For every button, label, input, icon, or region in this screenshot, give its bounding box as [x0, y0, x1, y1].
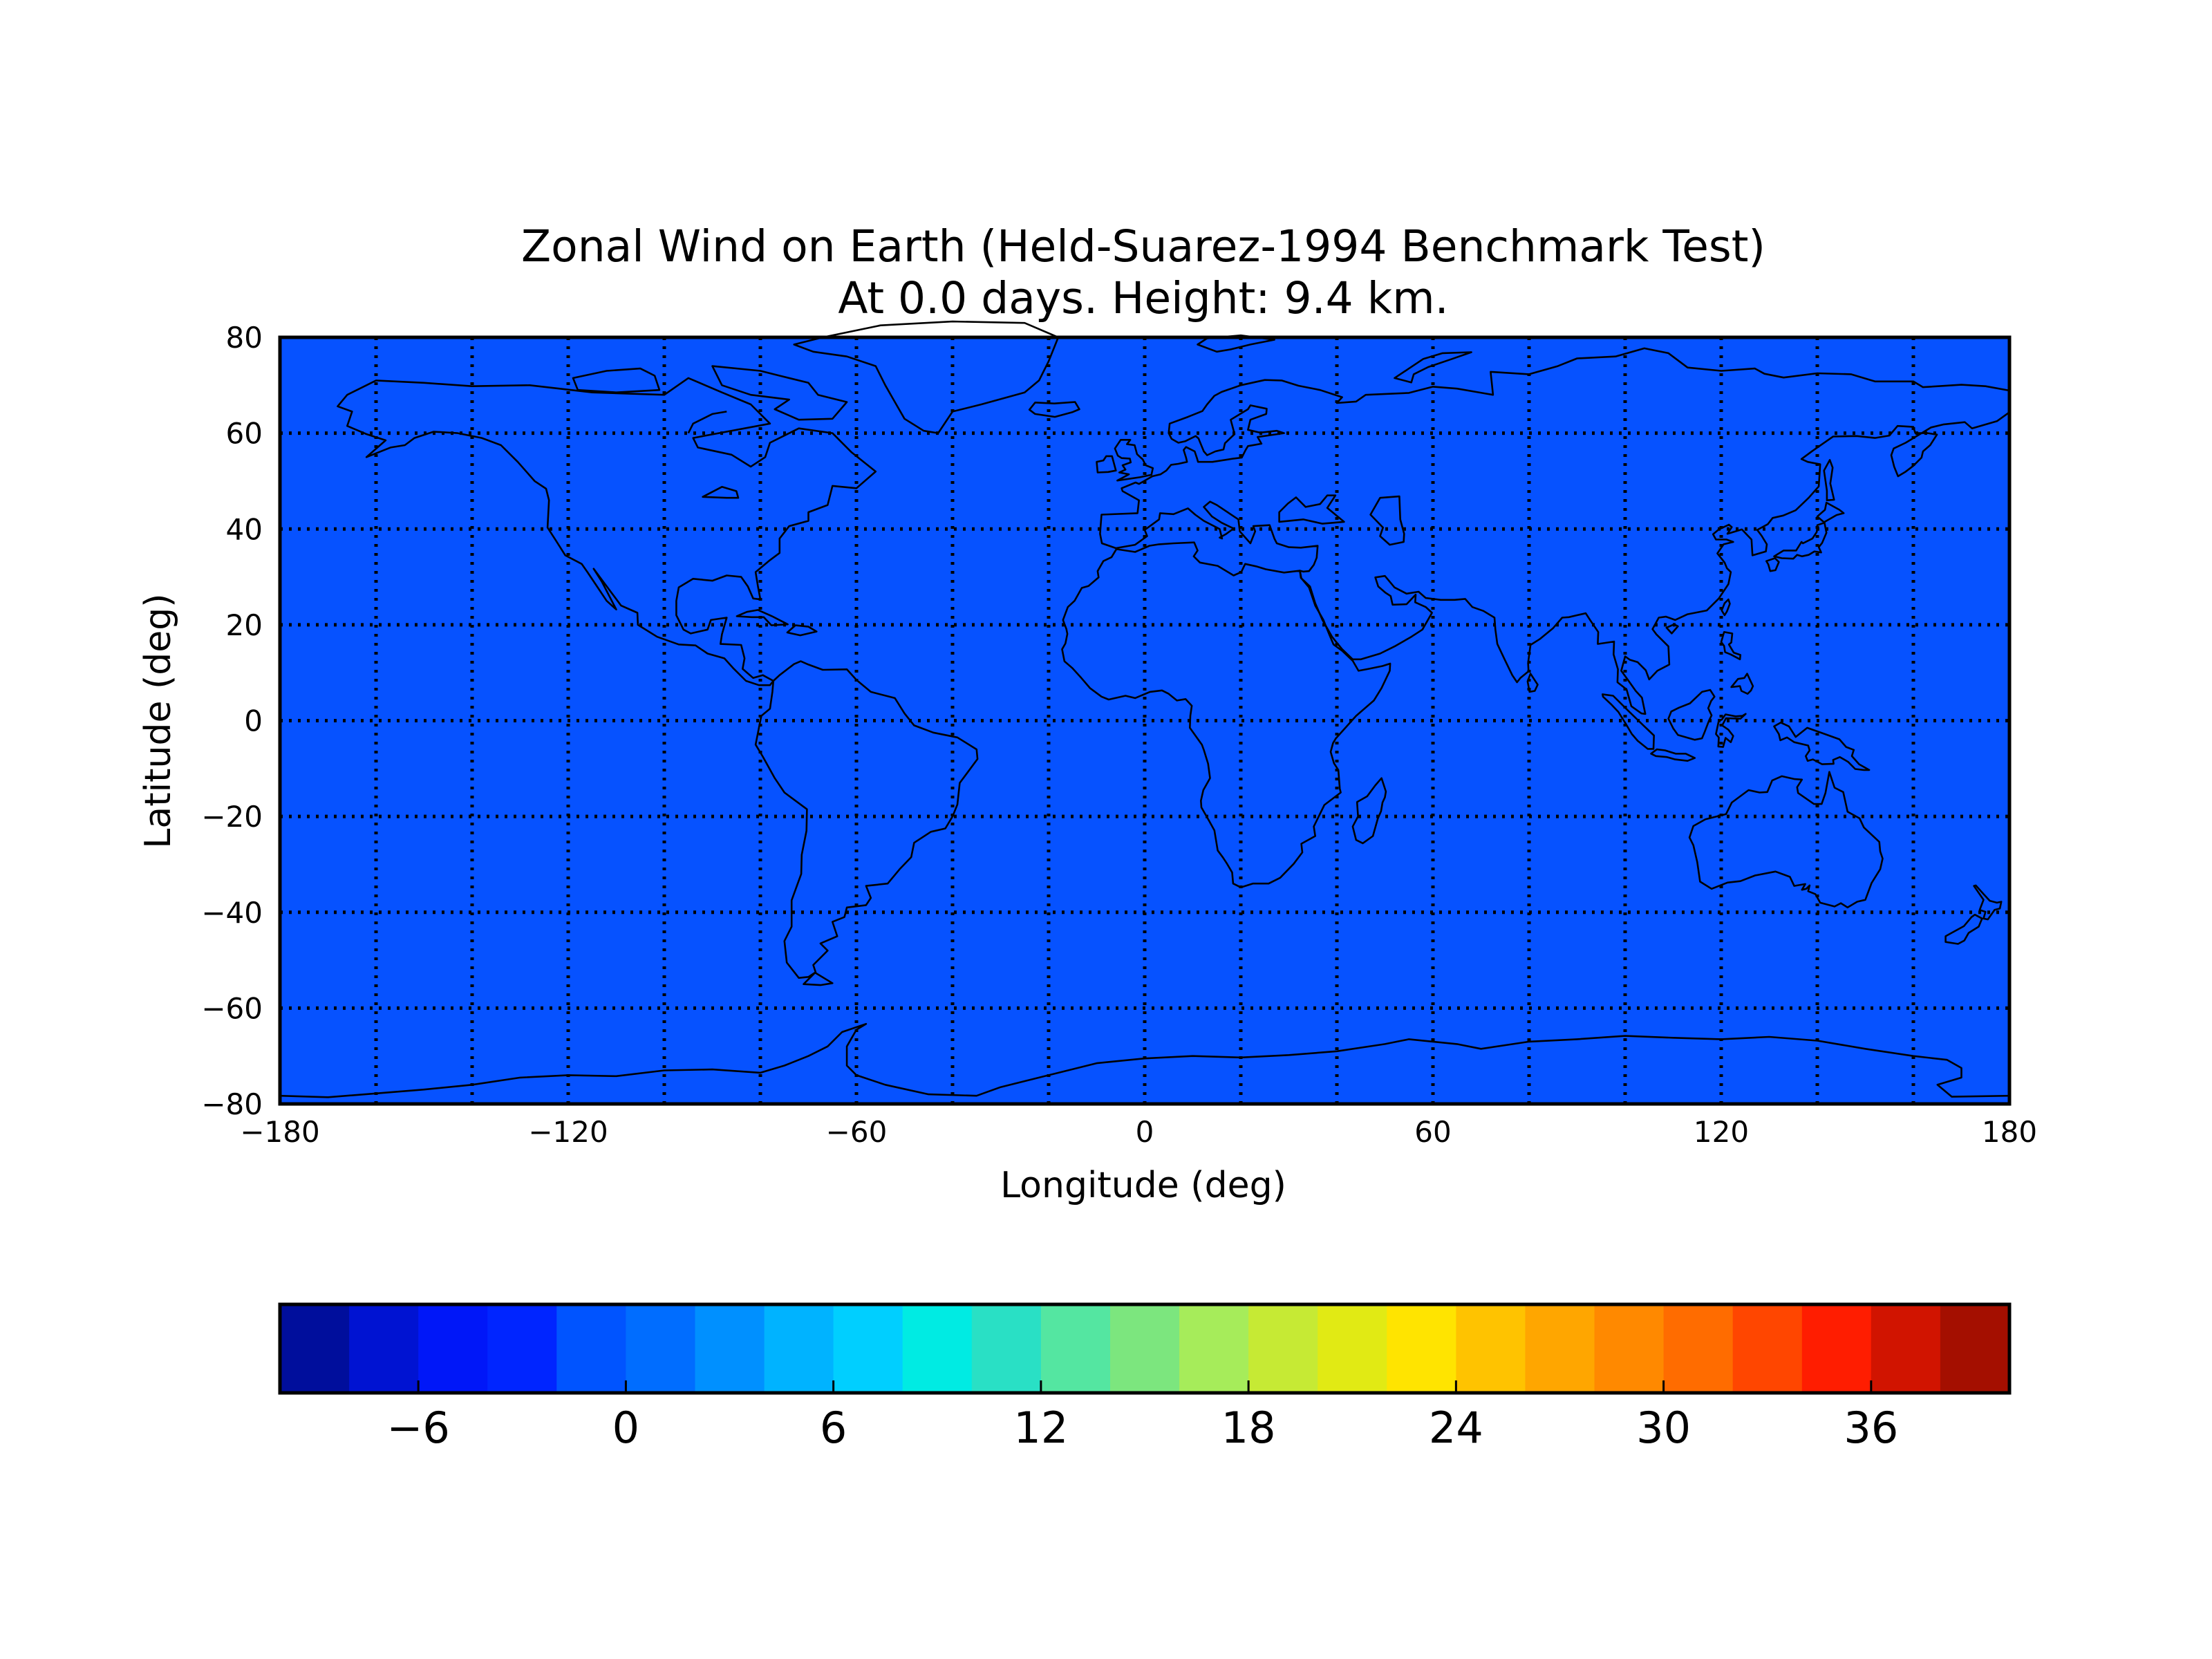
- coast-japan-hokkaido: [1816, 501, 1845, 523]
- y-tick-label: 80: [226, 321, 263, 355]
- colorbar-swatch: [1525, 1304, 1595, 1393]
- coast-sumatra: [1602, 693, 1655, 750]
- map-frame: [278, 335, 2012, 1106]
- colorbar-swatch: [1940, 1304, 2010, 1393]
- coast-java: [1650, 748, 1696, 762]
- x-tick-label: −60: [826, 1115, 888, 1149]
- coast-novaya-zemlya: [1394, 351, 1472, 384]
- x-tick-label: 0: [1136, 1115, 1154, 1149]
- coastlines: [279, 320, 2010, 1098]
- coast-luzon: [1720, 631, 1742, 661]
- coast-ireland: [1096, 455, 1117, 474]
- coast-baffin-island: [711, 365, 848, 421]
- colorbar-tick-label: 12: [1013, 1403, 1068, 1453]
- coast-cuba: [735, 609, 789, 626]
- y-tick-label: −80: [201, 1087, 263, 1121]
- coast-antarctica: [279, 1022, 2010, 1098]
- y-tick-labels: −80 −60 −40 −20 0 20 40 60 80: [201, 321, 263, 1121]
- y-tick-label: 40: [226, 512, 263, 546]
- coast-iceland: [1028, 401, 1080, 418]
- colorbar-swatch: [280, 1304, 350, 1393]
- chart-subtitle: At 0.0 days. Height: 9.4 km.: [838, 273, 1448, 324]
- x-tick-label: 120: [1694, 1115, 1749, 1149]
- colorbar-tick-label: 6: [820, 1403, 847, 1453]
- colorbar-swatch: [764, 1304, 834, 1393]
- coast-lake-superior: [702, 486, 740, 499]
- colorbar-swatch: [487, 1304, 557, 1393]
- coast-caspian-sea: [1369, 495, 1405, 546]
- map-panel: [278, 320, 2012, 1106]
- y-tick-label: 60: [226, 417, 263, 451]
- colorbar-swatch: [1040, 1304, 1111, 1393]
- colorbar-swatch: [349, 1304, 419, 1393]
- y-tick-label: 0: [244, 704, 263, 738]
- coast-australia: [1688, 771, 1884, 909]
- colorbar-swatch: [971, 1304, 1042, 1393]
- x-tick-label: −180: [240, 1115, 319, 1149]
- y-tick-label: 20: [226, 608, 263, 642]
- colorbar-swatch: [1871, 1304, 1941, 1393]
- coast-new-zealand-south: [1944, 913, 1983, 945]
- colorbar-swatch: [1387, 1304, 1456, 1393]
- coast-kyushu: [1765, 557, 1780, 572]
- coast-hudson-bay: [687, 411, 727, 434]
- chart-title: Zonal Wind on Earth (Held-Suarez-1994 Be…: [521, 221, 1765, 272]
- lat-lon-grid: [280, 337, 2009, 1104]
- colorbar-swatch: [1248, 1304, 1318, 1393]
- colorbar-swatch: [1732, 1304, 1803, 1393]
- colorbar: −6 0 6 12 18 24 30 36: [278, 1302, 2012, 1453]
- x-tick-label: 180: [1982, 1115, 2037, 1149]
- x-tick-label: −120: [528, 1115, 608, 1149]
- colorbar-swatch: [1663, 1304, 1734, 1393]
- coast-north-america: [337, 377, 877, 686]
- colorbar-tick-label: 24: [1429, 1403, 1483, 1453]
- coast-victoria-island: [572, 367, 661, 393]
- colorbar-swatch: [1594, 1304, 1665, 1393]
- coast-sakhalin: [1823, 459, 1835, 501]
- coast-japan-honshu: [1773, 521, 1828, 560]
- colorbar-swatch: [1456, 1304, 1526, 1393]
- coast-hainan: [1665, 623, 1679, 635]
- colorbar-tick-label: 0: [612, 1403, 639, 1453]
- colorbar-swatch: [1110, 1304, 1180, 1393]
- colorbar-swatch: [418, 1304, 488, 1393]
- coast-new-zealand-north: [1973, 884, 2003, 921]
- coast-south-america: [754, 660, 979, 979]
- y-axis-label: Latitude (deg): [138, 593, 179, 848]
- colorbar-swatch: [695, 1304, 765, 1393]
- coast-great-britain: [1114, 439, 1154, 482]
- x-tick-labels: −180 −120 −60 0 60 120 180: [240, 1115, 2037, 1149]
- coast-africa: [1061, 541, 1391, 888]
- colorbar-tick-label: 36: [1844, 1403, 1898, 1453]
- colorbar-tick-label: −6: [386, 1403, 449, 1453]
- coast-tierra-del-fuego: [803, 971, 834, 986]
- coast-hispaniola: [786, 624, 818, 637]
- colorbar-swatch: [626, 1304, 696, 1393]
- y-tick-label: −40: [201, 896, 263, 930]
- y-tick-label: −60: [201, 991, 263, 1025]
- x-tick-label: 60: [1414, 1115, 1451, 1149]
- coast-madagascar: [1351, 777, 1387, 845]
- x-axis-label: Longitude (deg): [1000, 1165, 1286, 1206]
- coast-taiwan: [1721, 598, 1731, 617]
- colorbar-frame: [278, 1302, 2012, 1395]
- colorbar-tick-label: 30: [1636, 1403, 1691, 1453]
- coast-black-sea: [1278, 494, 1345, 525]
- colorbar-swatch: [1179, 1304, 1249, 1393]
- coast-new-guinea: [1773, 722, 1871, 771]
- coast-borneo: [1667, 688, 1716, 741]
- colorbar-swatch: [1801, 1304, 1872, 1393]
- colorbar-swatch: [902, 1304, 973, 1393]
- colorbar-swatch: [556, 1304, 626, 1393]
- coast-greenland: [793, 320, 1060, 434]
- coast-mindanao: [1730, 673, 1754, 695]
- y-tick-label: −20: [201, 800, 263, 834]
- coast-sulawesi: [1715, 713, 1747, 748]
- colorbar-tick-label: 18: [1221, 1403, 1276, 1453]
- colorbar-swatch: [833, 1304, 903, 1393]
- colorbar-swatch: [1318, 1304, 1387, 1393]
